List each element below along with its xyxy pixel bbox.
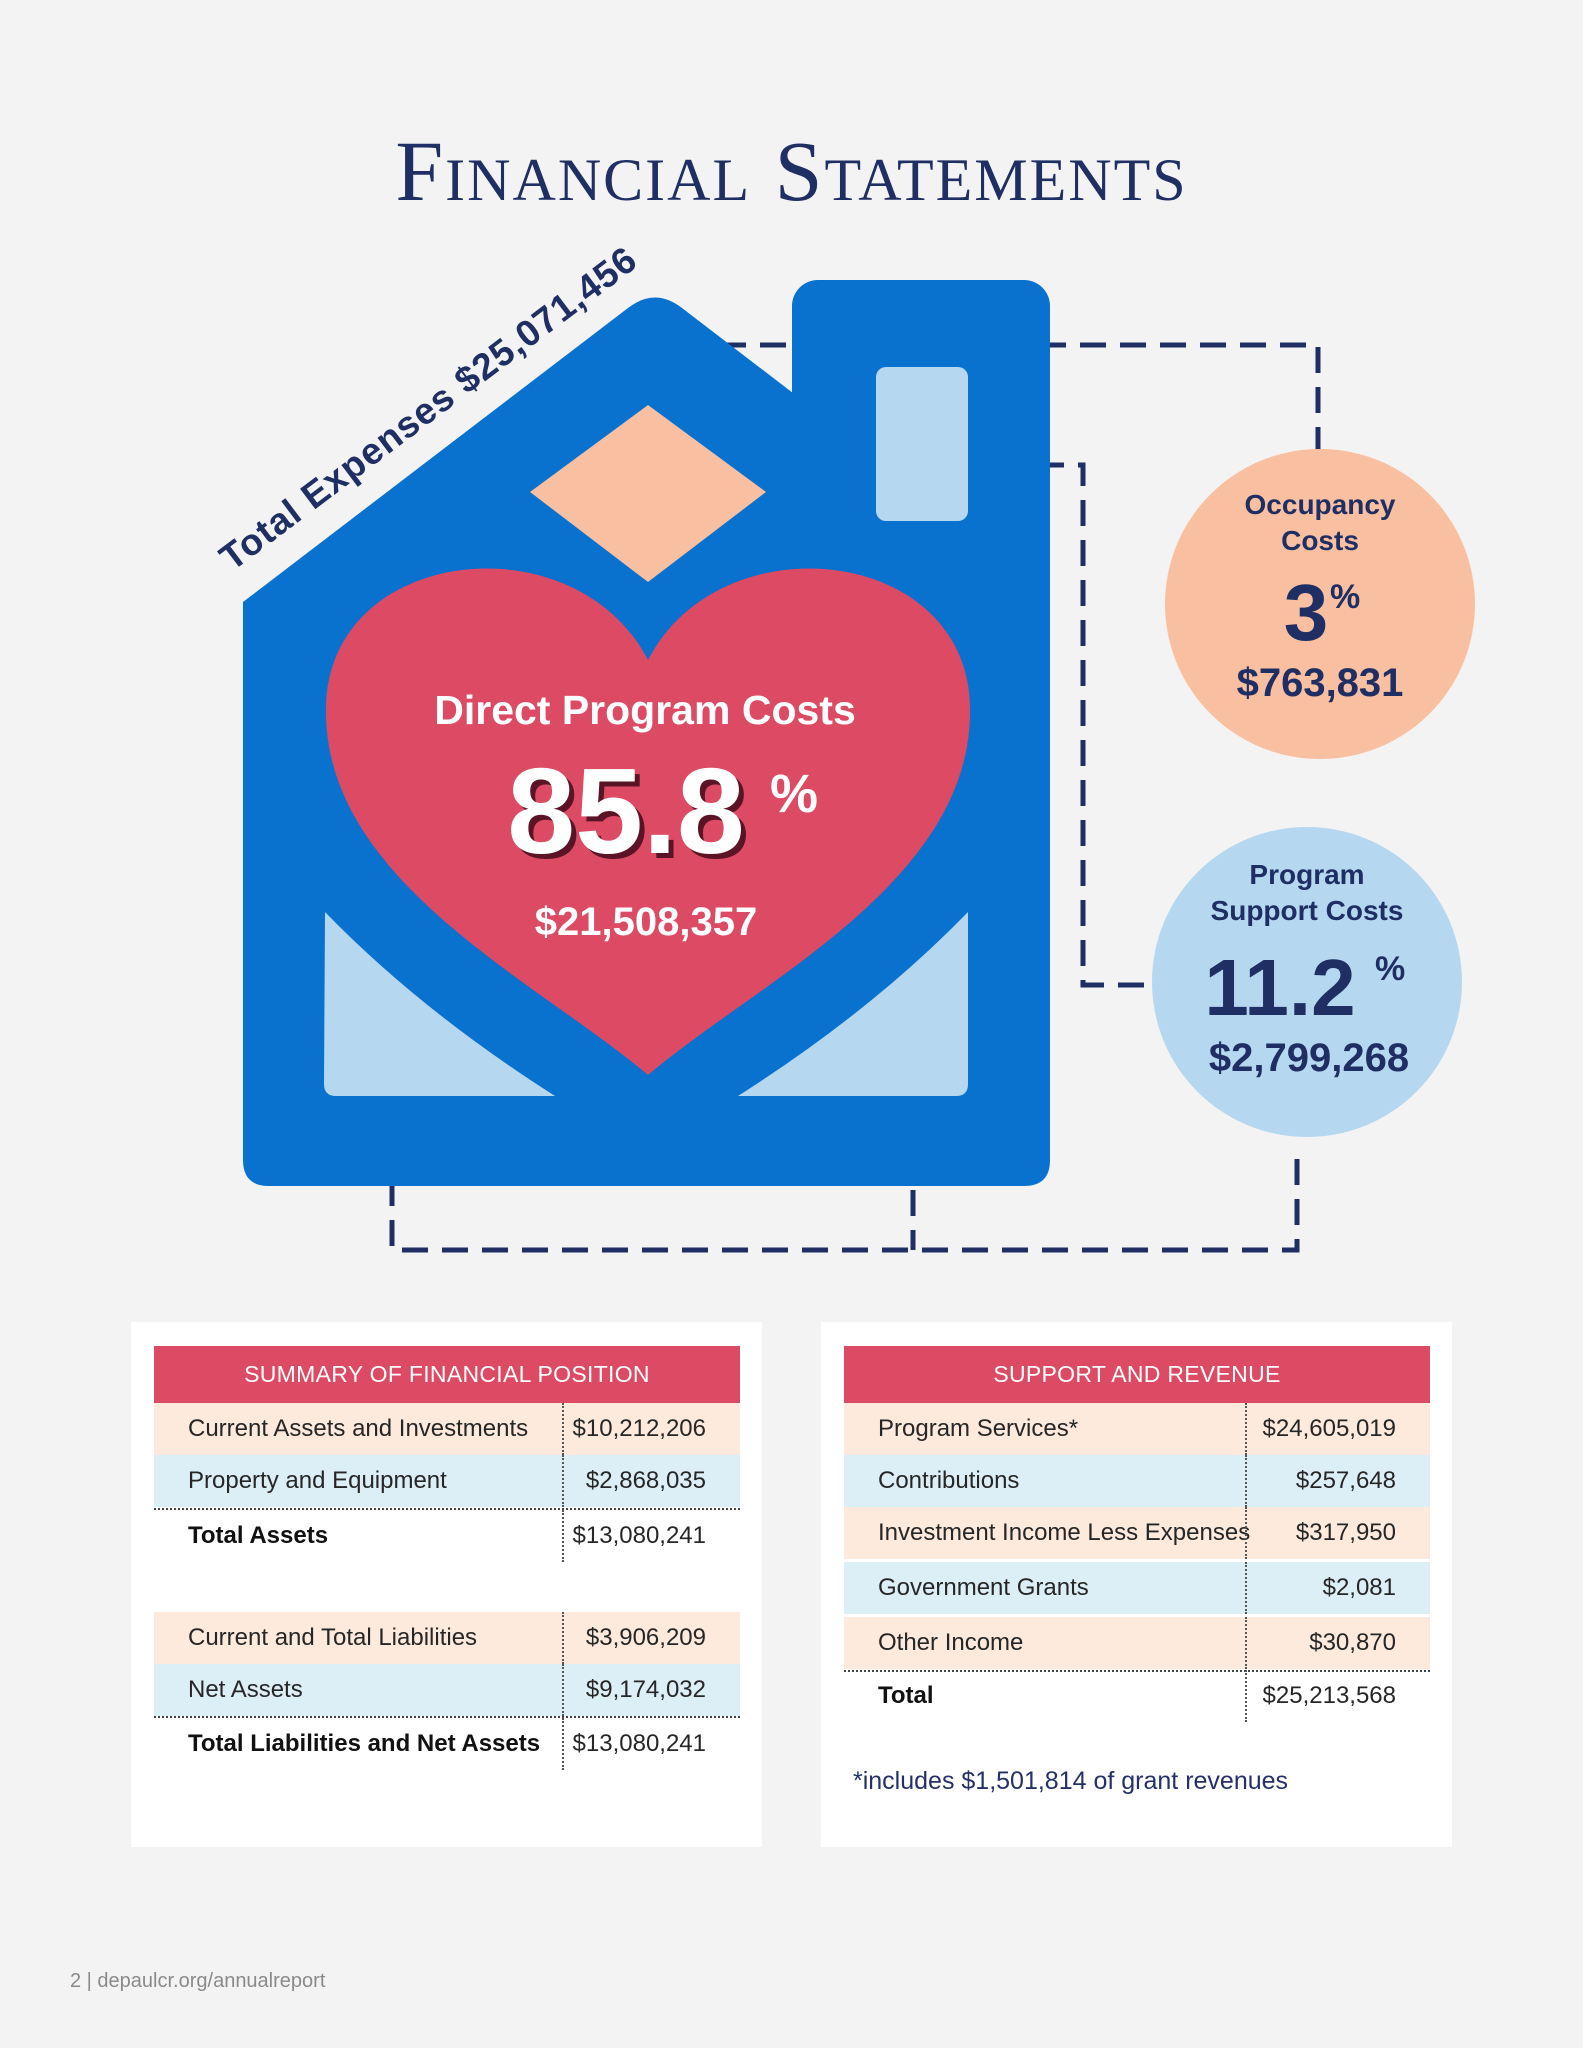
row-value: $9,174,032 <box>585 1676 706 1703</box>
row-label: Investment Income Less Expenses <box>878 1519 1251 1546</box>
occupancy-label-2: Costs <box>1281 525 1359 556</box>
table-row-total: Total Assets $13,080,241 <box>154 1510 740 1562</box>
row-label: Property and Equipment <box>188 1467 447 1494</box>
heart <box>325 568 971 1075</box>
divider <box>844 1670 1430 1672</box>
program-support-percent: 11.2 <box>1204 943 1355 1032</box>
direct-program-percent: 85.8 <box>507 743 744 879</box>
footnote: *includes $1,501,814 of grant revenues <box>853 1767 1289 1795</box>
financial-position-panel: SUMMARY OF FINANCIAL POSITION Current As… <box>131 1322 762 1847</box>
row-value: $13,080,241 <box>572 1522 706 1549</box>
page-title: Financial Statements <box>395 123 1188 219</box>
table-row: Net Assets $9,174,032 <box>154 1664 740 1716</box>
table-row-total: Total $25,213,568 <box>844 1670 1430 1722</box>
program-support-label-1: Program <box>1249 859 1364 890</box>
financial-position-header: SUMMARY OF FINANCIAL POSITION <box>154 1346 740 1403</box>
page-footer: 2 | depaulcr.org/annualreport <box>70 1970 326 1992</box>
row-value: $2,081 <box>1322 1574 1396 1601</box>
program-support-label-2: Support Costs <box>1211 895 1404 926</box>
program-support-percent-sign: % <box>1375 950 1405 988</box>
row-value: $3,906,209 <box>585 1624 706 1651</box>
direct-program-percent-sign: % <box>770 764 818 824</box>
divider <box>154 1508 740 1510</box>
support-revenue-panel: SUPPORT AND REVENUE Program Services* $2… <box>821 1322 1452 1847</box>
row-label: Current Assets and Investments <box>188 1415 529 1442</box>
lower-right-shape <box>738 912 968 1096</box>
table-row: Government Grants $2,081 <box>844 1562 1430 1614</box>
row-label: Program Services* <box>878 1415 1079 1442</box>
table-row: Current Assets and Investments $10,212,2… <box>154 1403 740 1455</box>
direct-program-label: Direct Program Costs <box>434 687 856 733</box>
row-label: Other Income <box>878 1629 1024 1656</box>
table-row: Contributions $257,648 <box>844 1455 1430 1507</box>
row-value: $24,605,019 <box>1262 1415 1396 1442</box>
row-label: Government Grants <box>878 1574 1089 1601</box>
row-value: $13,080,241 <box>572 1730 706 1757</box>
occupancy-percent-sign: % <box>1330 578 1360 616</box>
chimney-window <box>876 367 968 521</box>
lower-left-shape <box>324 912 555 1096</box>
row-label: Total <box>878 1682 934 1709</box>
divider <box>154 1716 740 1718</box>
row-value: $10,212,206 <box>572 1415 706 1442</box>
row-value: $257,648 <box>1295 1467 1396 1494</box>
occupancy-label-1: Occupancy <box>1245 489 1396 520</box>
row-value: $317,950 <box>1295 1519 1396 1546</box>
direct-program-amount: $21,508,357 <box>535 900 757 944</box>
occupancy-amount: $763,831 <box>1237 661 1404 705</box>
row-label: Total Assets <box>188 1522 329 1549</box>
program-support-circle <box>1152 827 1462 1137</box>
row-value: $25,213,568 <box>1262 1682 1396 1709</box>
row-value: $2,868,035 <box>585 1467 706 1494</box>
table-row: Other Income $30,870 <box>844 1617 1430 1669</box>
table-row: Program Services* $24,605,019 <box>844 1403 1430 1455</box>
row-value: $30,870 <box>1309 1629 1396 1656</box>
row-label: Net Assets <box>188 1676 303 1703</box>
occupancy-circle <box>1165 449 1475 759</box>
row-label: Current and Total Liabilities <box>188 1624 478 1651</box>
row-label: Contributions <box>878 1467 1020 1494</box>
table-row: Property and Equipment $2,868,035 <box>154 1455 740 1507</box>
table-row: Current and Total Liabilities $3,906,209 <box>154 1612 740 1664</box>
support-revenue-header: SUPPORT AND REVENUE <box>844 1346 1430 1403</box>
table-row-total: Total Liabilities and Net Assets $13,080… <box>154 1718 740 1770</box>
direct-program-percent-shadow: 85.8 <box>512 748 749 884</box>
program-support-amount: $2,799,268 <box>1209 1036 1409 1080</box>
attic-window <box>530 405 766 582</box>
occupancy-percent: 3 <box>1284 568 1329 657</box>
row-label: Total Liabilities and Net Assets <box>188 1730 541 1757</box>
table-row: Investment Income Less Expenses $317,950 <box>844 1507 1430 1559</box>
